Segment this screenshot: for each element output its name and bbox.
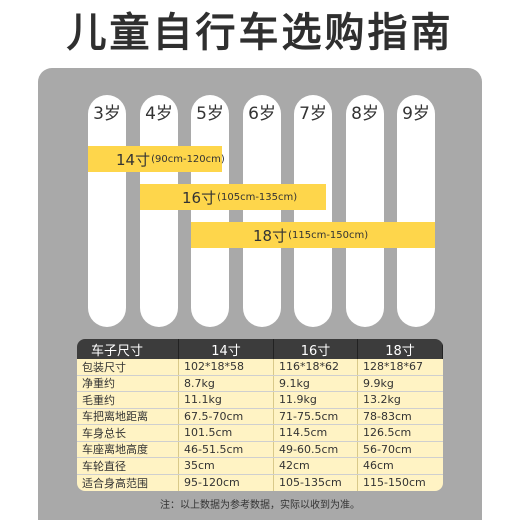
table-cell: 114.5cm xyxy=(274,425,358,441)
table-cell: 102*18*58 xyxy=(179,359,274,375)
table-cell: 毛重约 xyxy=(77,392,179,408)
table-cell: 95-120cm xyxy=(179,474,274,491)
age-label-9: 9岁 xyxy=(402,104,430,124)
table-cell: 56-70cm xyxy=(363,442,412,456)
table-row: 净重约 8.7kg 9.1kg 9.9kg xyxy=(77,375,443,392)
table-cell: 13.2kg xyxy=(363,393,401,407)
size-bar-14: 14寸 (90cm-120cm) xyxy=(88,146,225,172)
table-cell: 49-60.5cm xyxy=(274,441,358,457)
table-row: 车身总长 101.5cm 114.5cm 126.5cm xyxy=(77,425,443,442)
table-cell: 116*18*62 xyxy=(274,359,358,375)
age-pill-6 xyxy=(243,95,281,327)
size-bar-16-size: 16寸 xyxy=(182,188,217,207)
table-cell: 35cm xyxy=(179,458,274,474)
table-cell: 8.7kg xyxy=(179,375,274,391)
table-cell: 115-150cm xyxy=(363,476,426,490)
table-header-cell: 14寸 xyxy=(179,339,274,359)
age-pill-7 xyxy=(294,95,332,327)
table-row: 毛重约 11.1kg 11.9kg 13.2kg xyxy=(77,392,443,409)
table-row: 适合身高范围 95-120cm 105-135cm 115-150cm xyxy=(77,474,443,491)
table-header-cell: 16寸 xyxy=(274,339,358,359)
table-row: 包装尺寸 102*18*58 116*18*62 128*18*67 xyxy=(77,359,443,376)
table-header-cell: 18寸 xyxy=(358,339,443,359)
table-cell: 42cm xyxy=(274,458,358,474)
size-bar-16-range: (105cm-135cm) xyxy=(217,191,298,203)
size-bar-14-size: 14寸 xyxy=(116,150,151,169)
age-pill-4 xyxy=(140,95,178,327)
table-header-cell: 车子尺寸 xyxy=(77,339,179,359)
page-title: 儿童自行车选购指南 xyxy=(66,10,454,56)
age-label-7: 7岁 xyxy=(299,104,327,124)
age-label-3: 3岁 xyxy=(93,104,121,124)
table-cell: 车座离地高度 xyxy=(77,441,179,457)
size-bar-16: 16寸 (105cm-135cm) xyxy=(140,184,326,210)
size-bar-18-size: 18寸 xyxy=(253,226,288,245)
size-bar-18: 18寸 (115cm-150cm) xyxy=(191,222,435,248)
age-label-8: 8岁 xyxy=(351,104,379,124)
table-row: 车把离地距离 67.5-70cm 71-75.5cm 78-83cm xyxy=(77,408,443,425)
footnote: 注：以上数据为参考数据，实际以收到为准。 xyxy=(160,500,360,511)
table-cell: 车身总长 xyxy=(77,425,179,441)
age-pill-3 xyxy=(88,95,126,327)
age-label-4: 4岁 xyxy=(145,104,173,124)
table-cell: 适合身高范围 xyxy=(77,474,179,491)
age-pill-8 xyxy=(346,95,384,327)
table-cell: 128*18*67 xyxy=(363,360,423,374)
table-cell: 车轮直径 xyxy=(77,458,179,474)
age-pill-5 xyxy=(191,95,229,327)
table-cell: 净重约 xyxy=(77,375,179,391)
table-cell: 9.9kg xyxy=(363,376,394,390)
spec-table: 车子尺寸 14寸 16寸 18寸 包装尺寸 102*18*58 116*18*6… xyxy=(77,339,443,491)
table-cell: 46cm xyxy=(363,459,394,473)
age-label-5: 5岁 xyxy=(196,104,224,124)
table-cell: 11.1kg xyxy=(179,392,274,408)
age-label-6: 6岁 xyxy=(248,104,276,124)
table-cell: 67.5-70cm xyxy=(179,408,274,424)
table-cell: 车把离地距离 xyxy=(77,408,179,424)
table-cell: 71-75.5cm xyxy=(274,408,358,424)
table-cell: 101.5cm xyxy=(179,425,274,441)
table-cell: 105-135cm xyxy=(274,474,358,491)
age-pill-9 xyxy=(397,95,435,327)
table-cell: 9.1kg xyxy=(274,375,358,391)
size-bar-18-range: (115cm-150cm) xyxy=(288,229,369,241)
table-cell: 包装尺寸 xyxy=(77,359,179,375)
table-row: 车座离地高度 46-51.5cm 49-60.5cm 56-70cm xyxy=(77,441,443,458)
size-bar-14-range: (90cm-120cm) xyxy=(151,153,225,165)
table-cell: 11.9kg xyxy=(274,392,358,408)
table-cell: 78-83cm xyxy=(363,409,412,423)
table-cell: 126.5cm xyxy=(363,426,412,440)
table-row: 车轮直径 35cm 42cm 46cm xyxy=(77,458,443,475)
table-header-row: 车子尺寸 14寸 16寸 18寸 xyxy=(77,339,443,359)
table-cell: 46-51.5cm xyxy=(179,441,274,457)
